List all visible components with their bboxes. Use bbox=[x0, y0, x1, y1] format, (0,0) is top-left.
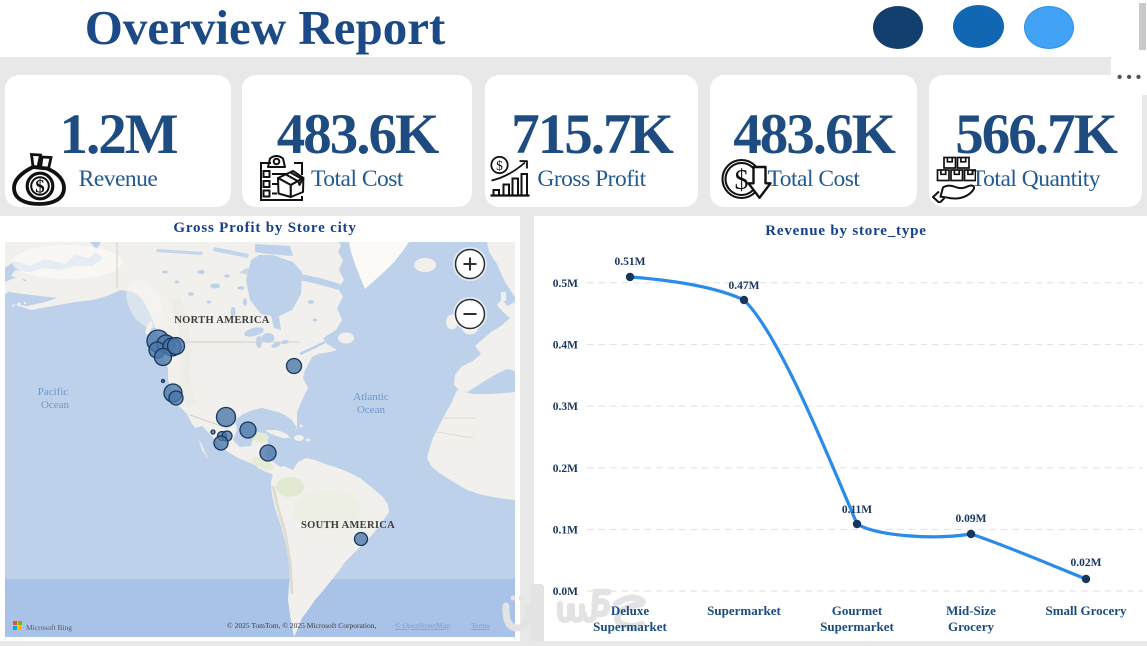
svg-text:Gourmet: Gourmet bbox=[832, 603, 883, 618]
svg-text:0.5M: 0.5M bbox=[553, 278, 578, 290]
svg-text:$: $ bbox=[496, 158, 503, 173]
svg-text:Pacific: Pacific bbox=[38, 386, 69, 398]
svg-text:Mid-Size: Mid-Size bbox=[946, 603, 996, 618]
svg-text:Supermarket: Supermarket bbox=[707, 603, 781, 618]
svg-text:Deluxe: Deluxe bbox=[611, 603, 650, 618]
svg-text:0.0M: 0.0M bbox=[553, 586, 578, 598]
svg-text:0.11M: 0.11M bbox=[842, 504, 872, 516]
svg-text:Atlantic: Atlantic bbox=[353, 391, 389, 403]
svg-text:© 2025 TomTom, © 2025 Microsof: © 2025 TomTom, © 2025 Microsoft Corporat… bbox=[227, 621, 376, 630]
svg-text:$: $ bbox=[35, 177, 45, 198]
svg-text:0.4M: 0.4M bbox=[553, 340, 578, 352]
svg-text:0.3M: 0.3M bbox=[553, 401, 578, 413]
svg-text:Supermarket: Supermarket bbox=[593, 619, 667, 634]
svg-text:Terms: Terms bbox=[471, 621, 490, 630]
svg-text:0.02M: 0.02M bbox=[1071, 557, 1102, 569]
svg-text:0.47M: 0.47M bbox=[729, 280, 760, 292]
svg-text:0.09M: 0.09M bbox=[956, 513, 987, 525]
svg-text:Microsoft Bing: Microsoft Bing bbox=[26, 623, 72, 632]
svg-text:Revenue by store_type: Revenue by store_type bbox=[765, 223, 927, 239]
svg-text:$: $ bbox=[735, 165, 749, 196]
svg-text:0.2M: 0.2M bbox=[553, 463, 578, 475]
svg-text:Grocery: Grocery bbox=[948, 619, 994, 634]
svg-text:NORTH AMERICA: NORTH AMERICA bbox=[174, 315, 270, 326]
svg-text:0.1M: 0.1M bbox=[553, 525, 578, 537]
svg-text:Ocean: Ocean bbox=[41, 399, 70, 411]
svg-text:SOUTH AMERICA: SOUTH AMERICA bbox=[301, 520, 395, 531]
svg-text:Supermarket: Supermarket bbox=[820, 619, 894, 634]
svg-text:0.51M: 0.51M bbox=[615, 256, 646, 268]
svg-text:© OpenStreetMap: © OpenStreetMap bbox=[395, 621, 450, 630]
svg-text:Ocean: Ocean bbox=[357, 404, 386, 416]
svg-text:Small Grocery: Small Grocery bbox=[1046, 603, 1127, 618]
